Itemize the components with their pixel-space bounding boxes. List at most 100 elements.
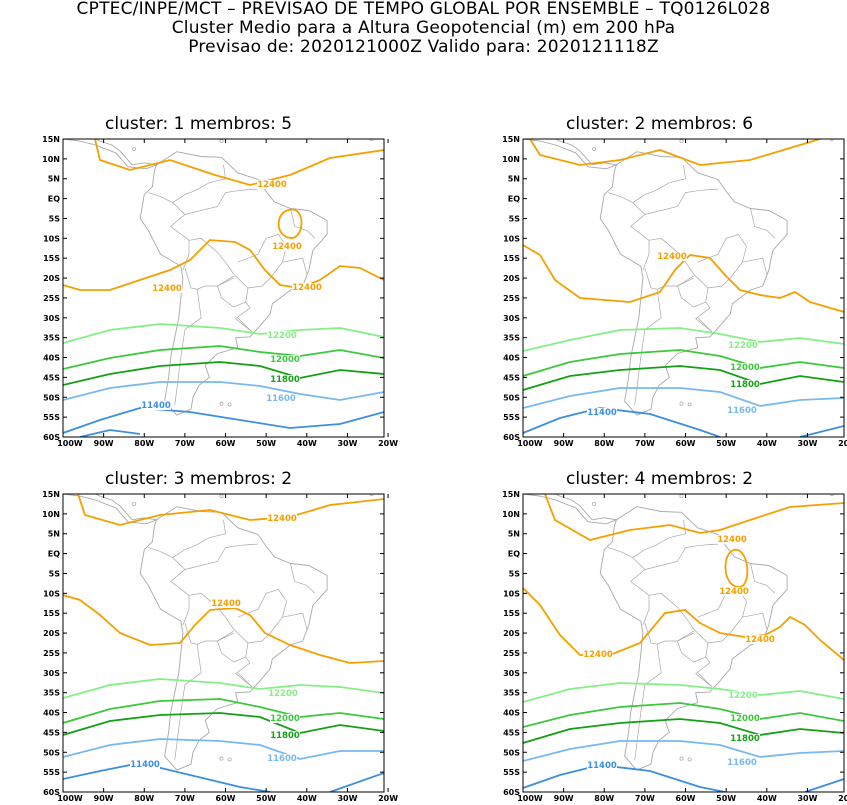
basemap [63,494,374,771]
lat-label: 15N [42,490,60,499]
central-america-coastline [523,139,619,170]
header-line-1: CPTEC/INPE/MCT – PREVISAO DE TEMPO GLOBA… [76,0,771,19]
lat-label: 45S [503,373,520,382]
island [679,139,684,143]
basemap [523,494,834,771]
lat-label: 30S [503,314,520,323]
contour-label-11600-halo [267,754,297,763]
lat-label: 30S [503,669,520,678]
lat-label: 35S [43,689,60,698]
contour-label-12000: 12000 [730,714,760,724]
lon-label: 90W [94,439,114,448]
contour-label-11800: 11800 [730,380,760,390]
country-border [644,188,719,215]
lat-label: 10N [502,510,520,519]
island [219,401,224,406]
contour-label-12000-halo [730,714,760,723]
south-america-coastline [599,506,788,771]
contour-12400 [63,239,384,291]
country-border [237,588,287,644]
island [219,494,224,498]
contour-label-12200: 12200 [728,691,758,701]
lat-label: 5N [508,175,520,184]
lat-label: 5S [49,569,61,578]
country-border [184,267,234,290]
country-border [697,588,747,644]
lat-label: 50S [503,393,520,402]
contour-11600 [63,381,384,401]
lat-label: 10N [42,510,60,519]
contour-label-11600: 11600 [267,754,297,764]
contour-label-11600-halo [727,758,757,767]
contour-label-12000: 12000 [730,363,760,373]
contour-label-12400: 12400 [257,180,287,190]
contour-label-11400-halo [587,761,617,770]
lat-label: 10N [42,155,60,164]
lon-label: 70W [635,439,655,448]
contour-12200 [523,327,844,352]
country-border [216,630,246,663]
country-border [742,257,768,275]
map-body [523,494,844,792]
country-border [172,519,226,558]
lat-label: 45S [43,728,60,737]
contour-12400 [63,594,384,664]
map-body [63,139,384,437]
island [679,494,684,498]
contour-label-11400-halo [141,401,171,410]
contour-label-12400: 12400 [211,599,241,609]
lat-label: 55S [503,768,520,777]
lon-label: 80W [594,439,614,448]
lon-label: 100W [57,439,83,448]
contour-label-12400-halo [745,635,775,644]
country-border [697,317,713,332]
lat-label: 25S [43,649,60,658]
contour-11400 [523,407,721,437]
lat-label: 5S [509,214,521,223]
header-line-3: Previsao de: 2020121000Z Valido para: 20… [188,37,659,57]
contour-label-12400: 12400 [267,514,297,524]
contour-label-12400: 12400 [152,284,182,294]
country-border [282,257,308,275]
lat-label: 5S [509,569,521,578]
lon-label: 80W [594,794,614,803]
lon-label: 50W [256,439,276,448]
contour-label-12400-halo [211,599,241,608]
lat-label: 40S [503,354,520,363]
contour-12400 [544,494,844,541]
contour-label-12400: 12400 [745,635,775,645]
lon-label: 90W [554,439,574,448]
lat-label: 55S [503,413,520,422]
contour-label-12400-halo [583,650,613,659]
map-panel-cluster-4: 15N 10N 5N EQ 5S 10S 15S 20S 25S 30S 35S 40S 45S 50S 5… [502,490,847,803]
lon-label: 60W [676,439,696,448]
country-border [608,192,650,271]
lon-label: 70W [175,439,195,448]
lat-label: 60S [503,788,520,797]
contour-11400 [804,778,844,792]
lon-label: 20W [378,794,398,803]
lat-label: 25S [503,649,520,658]
contour-label-12400: 12400 [657,252,687,262]
contour-label-12000-halo [270,355,300,364]
contour-label-12200: 12200 [268,689,298,699]
lat-label: 5N [48,175,60,184]
island [679,401,684,406]
basemap [523,139,834,416]
island [219,756,224,761]
lat-label: 15S [503,609,520,618]
lon-label: 90W [554,794,574,803]
lat-label: 10S [43,234,60,243]
map-frame [62,138,385,438]
map-body [523,139,844,437]
contour-label-12400-halo [267,514,297,523]
island [227,402,232,407]
lat-label: 15S [43,254,60,263]
lat-label: 10S [503,589,520,598]
country-border [697,672,713,687]
country-border [632,519,686,558]
lon-label: 60W [216,794,236,803]
island [592,501,597,506]
map-frame [522,493,845,793]
lon-label: 30W [337,439,357,448]
